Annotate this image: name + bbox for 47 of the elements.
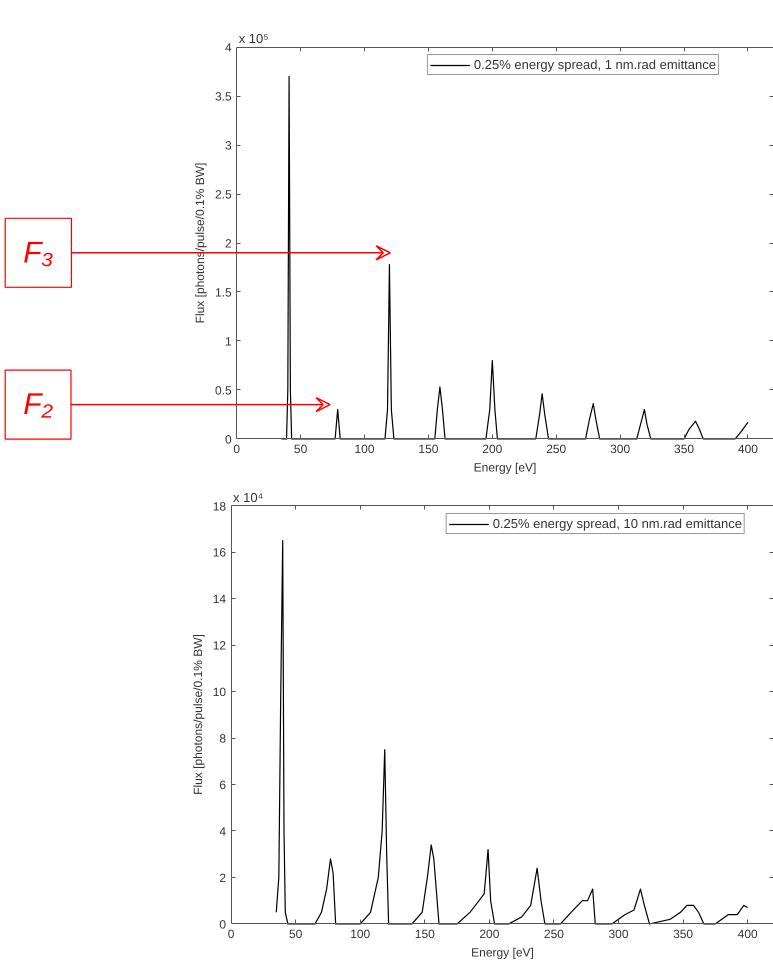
x-tick-label: 100	[350, 926, 371, 941]
y-tick-label: 0.5	[215, 383, 232, 398]
x-tick-label: 200	[482, 442, 503, 456]
legend-label: 0.25% energy spread, 1 nm.rad emittance	[474, 57, 716, 72]
x-tick-label: 300	[610, 442, 630, 456]
y-axis-title: Flux [photons/pulse/0.1% BW]	[192, 162, 207, 324]
y-tick-label: 4	[219, 824, 226, 838]
text: F₃	[23, 236, 54, 270]
x-tick-label: 400	[738, 442, 758, 456]
x-tick-label: 350	[673, 926, 694, 941]
y-tick-label: 18	[212, 499, 226, 514]
text: x 10⁴	[233, 490, 264, 505]
x-tick-label: 150	[418, 442, 439, 456]
y-tick-label: 3	[225, 138, 232, 153]
y-tick-label: 0	[225, 432, 232, 446]
y-tick-label: 16	[212, 546, 226, 560]
line-series	[276, 540, 748, 925]
x-tick-label: 150	[414, 926, 436, 941]
y-tick-label: 1.5	[215, 285, 232, 300]
line-series	[280, 76, 749, 440]
y-tick-label: 12	[212, 638, 226, 653]
y-tick-label: 1	[225, 334, 232, 348]
x-axis-title: Energy [eV]	[474, 460, 536, 474]
y-tick-label: 14	[212, 592, 226, 606]
y-tick-label: 4	[225, 40, 232, 55]
x-tick-label: 350	[674, 442, 694, 456]
legend-label: 0.25% energy spread, 10 nm.rad emittance	[492, 516, 742, 531]
y-tick-label: 8	[219, 732, 226, 746]
y-tick-label: 6	[219, 778, 226, 792]
x-tick-label: 50	[294, 442, 308, 456]
x-tick-label: 300	[608, 926, 629, 941]
y-tick-label: 2	[225, 236, 232, 250]
y-tick-label: 0	[219, 917, 226, 932]
x-tick-label: 50	[288, 926, 303, 941]
y-tick-label: 3.5	[215, 90, 232, 104]
x-tick-label: 250	[544, 926, 564, 941]
y-tick-label: 2.5	[215, 188, 232, 202]
x-tick-label: 400	[738, 926, 758, 941]
y-tick-label: 2	[219, 870, 226, 885]
y-axis-title: Flux [photons/pulse/0.1% BW]	[191, 634, 206, 795]
text: x 10⁵	[238, 31, 269, 46]
x-tick-label: 250	[546, 442, 567, 456]
y-tick-label: 10	[212, 685, 226, 700]
x-tick-label: 100	[354, 442, 375, 456]
text: F₂	[23, 388, 54, 422]
x-tick-label: 200	[479, 926, 500, 941]
x-axis-title: Energy [eV]	[471, 946, 534, 960]
